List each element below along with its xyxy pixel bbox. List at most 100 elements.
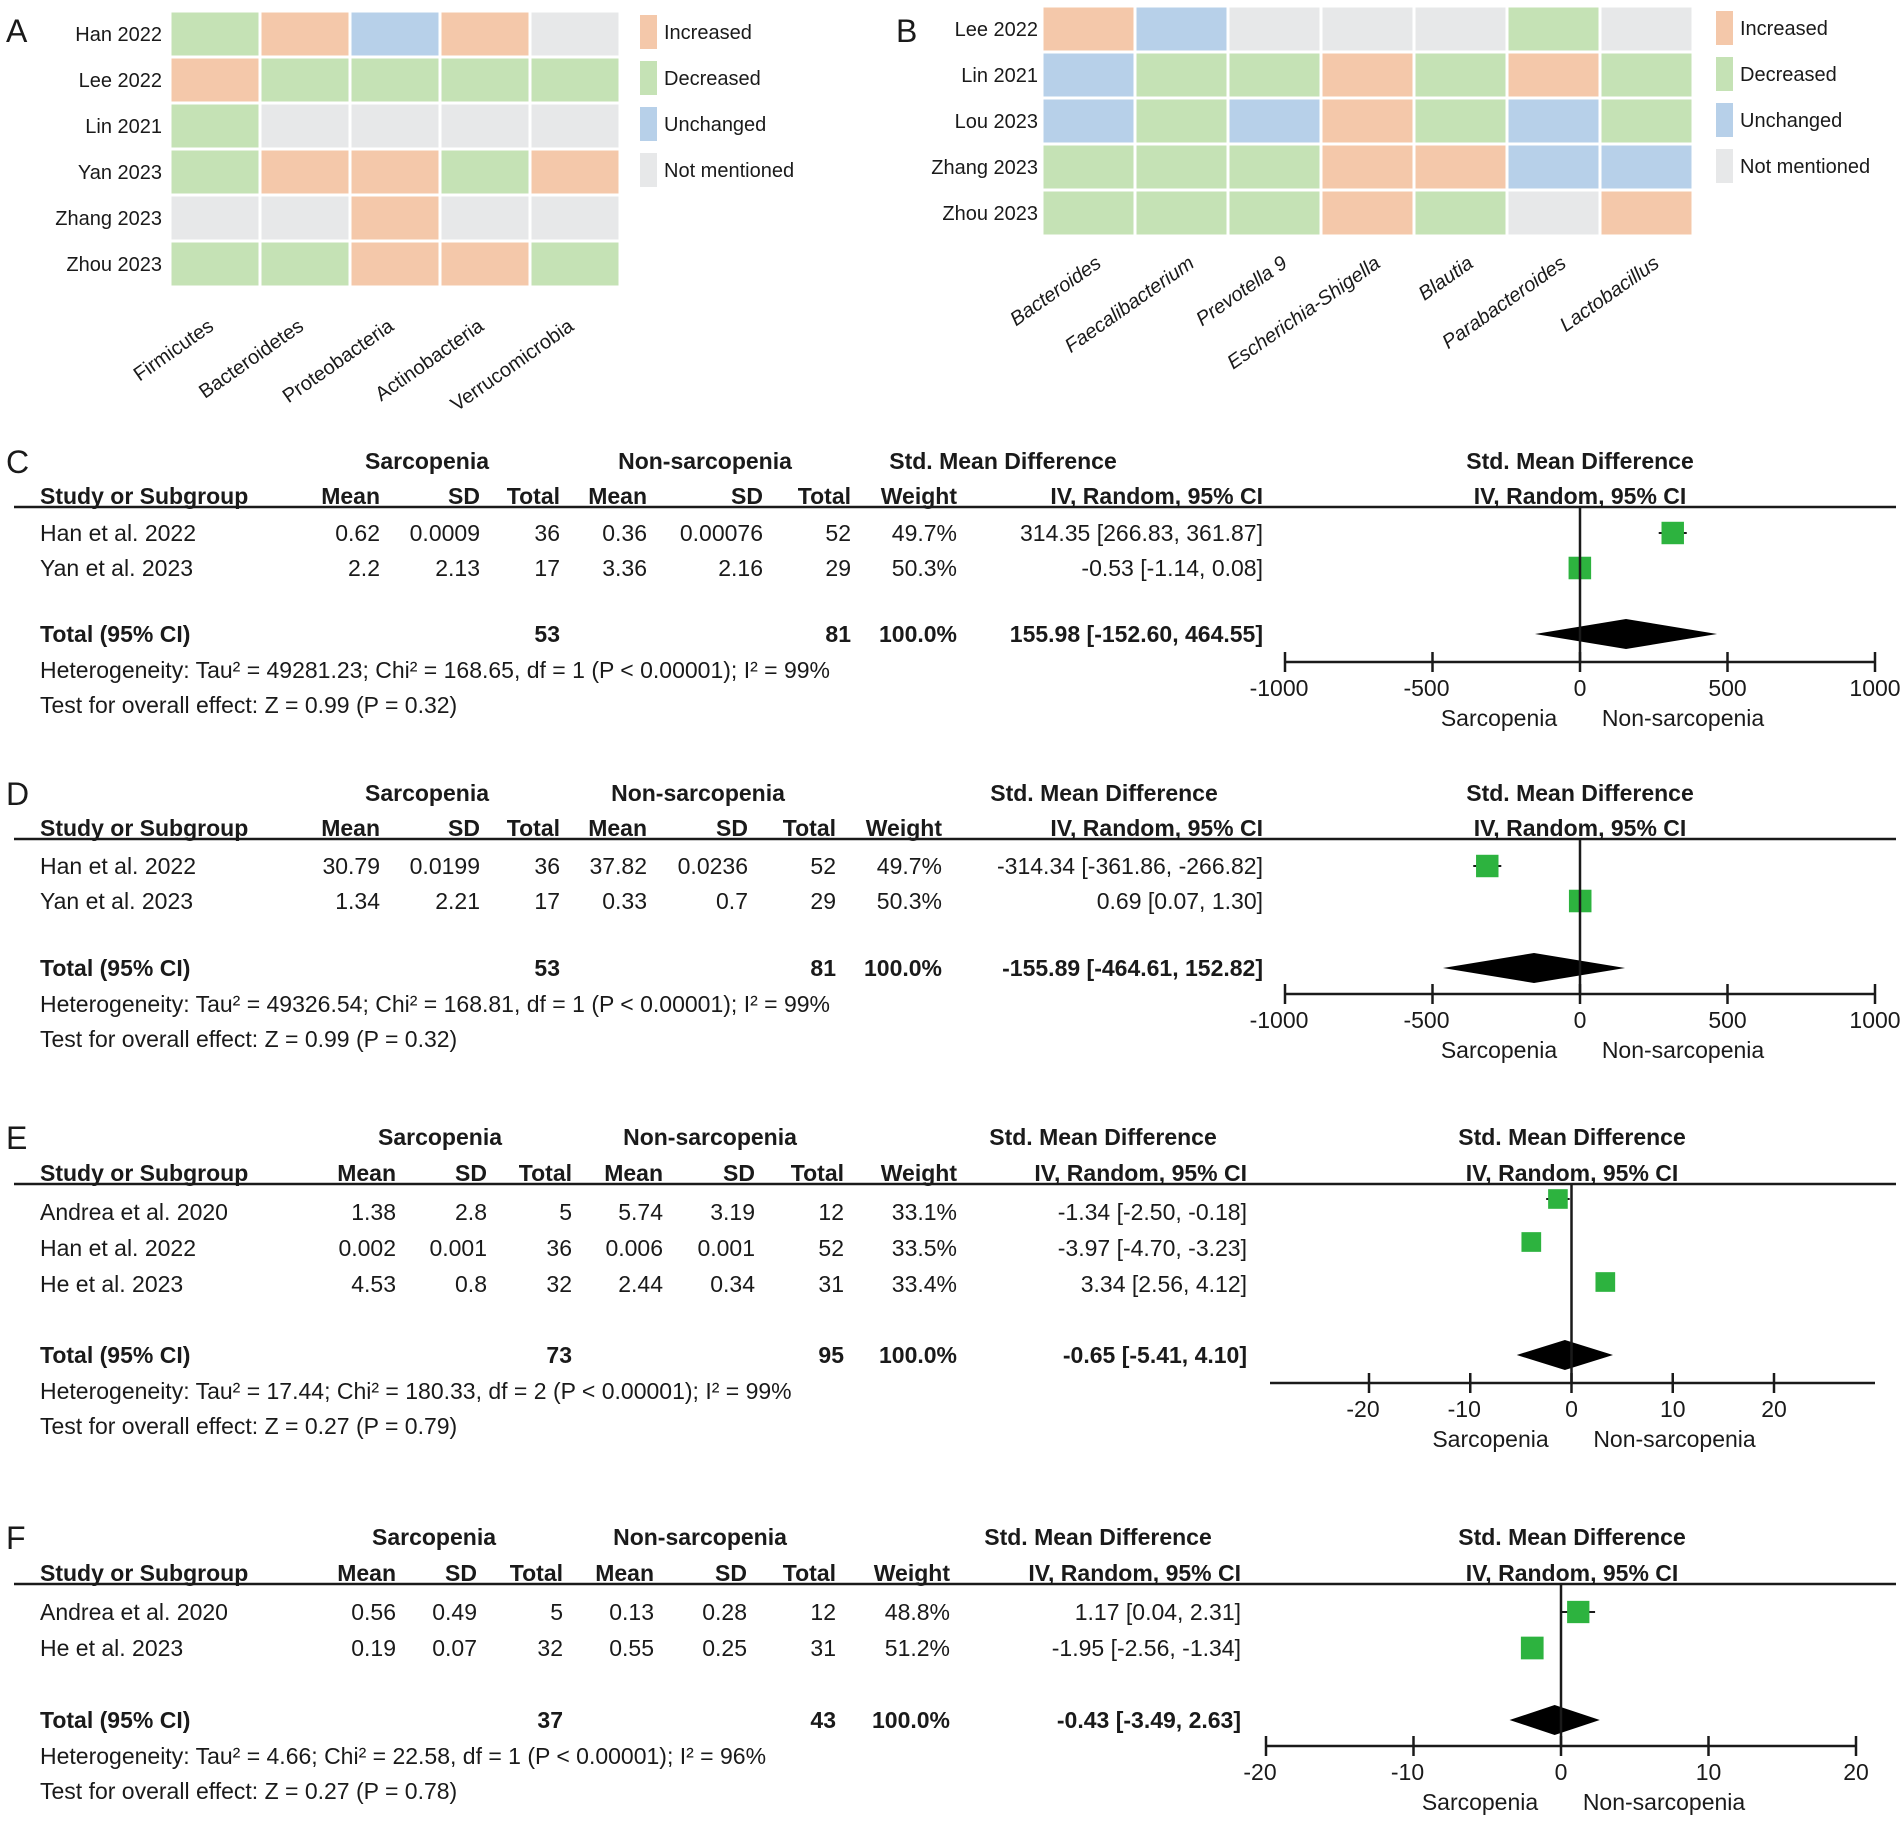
heatmap-cell-decreased — [168, 9, 262, 59]
study-total2: 29 — [825, 555, 851, 581]
total-ci: -0.43 [-3.49, 2.63] — [1057, 1707, 1241, 1733]
header-sd2: SD — [716, 815, 748, 841]
study-ci: -1.95 [-2.56, -1.34] — [1052, 1635, 1241, 1661]
study-mean1: 4.53 — [351, 1271, 396, 1297]
header-effect: Std. Mean Difference — [989, 1124, 1217, 1150]
heatmap-cell-not_mentioned — [1412, 4, 1509, 54]
header-ci-plot: IV, Random, 95% CI — [1474, 815, 1687, 841]
x-tick-label: 0 — [1565, 1396, 1578, 1422]
heatmap-cell-not_mentioned — [438, 101, 532, 151]
heatmap-row-label: Lee 2022 — [79, 70, 162, 92]
study-marker — [1661, 521, 1684, 545]
header-effect-plot: Std. Mean Difference — [1458, 1524, 1686, 1550]
heatmap-cell-not_mentioned — [528, 101, 622, 151]
heatmap-cell-decreased — [528, 239, 622, 289]
study-name: Yan et al. 2023 — [40, 555, 193, 581]
study-mean2: 0.55 — [609, 1635, 654, 1661]
study-mean1: 0.19 — [351, 1635, 396, 1661]
study-total2: 52 — [810, 853, 836, 879]
header-study: Study or Subgroup — [40, 483, 248, 509]
total-diamond — [1534, 619, 1718, 649]
total-n1: 53 — [534, 621, 560, 647]
heatmap-cell-increased — [1040, 4, 1137, 54]
heatmap-cell-not_mentioned — [168, 193, 262, 243]
x-tick-label: 0 — [1574, 675, 1587, 701]
header-mean2: Mean — [595, 1560, 654, 1586]
heatmap-column-label: Firmicutes — [130, 315, 218, 386]
heatmap-cell-unchanged — [348, 9, 442, 59]
heatmap-cell-unchanged — [1040, 50, 1137, 100]
study-marker — [1521, 1232, 1542, 1252]
x-tick-label: 0 — [1574, 1007, 1587, 1033]
heatmap-cell-unchanged — [1226, 96, 1323, 146]
total-weight: 100.0% — [879, 621, 957, 647]
heatmap-cell-decreased — [1412, 50, 1509, 100]
study-sd2: 0.0236 — [678, 853, 748, 879]
heatmap-cell-increased — [528, 147, 622, 197]
header-effect-plot: Std. Mean Difference — [1458, 1124, 1686, 1150]
heatmap-cell-decreased — [1133, 188, 1230, 238]
heatmap-cell-decreased — [1226, 142, 1323, 192]
study-mean1: 0.62 — [335, 520, 380, 546]
heatmap-cell-decreased — [168, 147, 262, 197]
study-weight: 50.3% — [877, 888, 942, 914]
legend-label-decreased: Decreased — [664, 68, 761, 90]
legend-swatch-not_mentioned — [640, 153, 657, 187]
study-sd1: 2.13 — [435, 555, 480, 581]
study-total2: 29 — [810, 888, 836, 914]
study-name: Andrea et al. 2020 — [40, 1599, 228, 1625]
heatmap-cell-not_mentioned — [1319, 4, 1416, 54]
x-tick-label: -500 — [1403, 1007, 1449, 1033]
header-group2: Non-sarcopenia — [613, 1524, 787, 1550]
panel-c-label: C — [6, 444, 29, 480]
heterogeneity-text: Heterogeneity: Tau² = 49326.54; Chi² = 1… — [40, 991, 830, 1017]
x-tick-label: -500 — [1403, 675, 1449, 701]
study-sd1: 2.8 — [455, 1199, 487, 1225]
total-ci: 155.98 [-152.60, 464.55] — [1010, 621, 1263, 647]
heatmap-column-label: Lactobacillus — [1556, 252, 1663, 336]
heatmap-row-label: Lee 2022 — [955, 19, 1038, 41]
study-total2: 52 — [825, 520, 851, 546]
total-n1: 53 — [534, 955, 560, 981]
x-tick-label: -20 — [1346, 1396, 1379, 1422]
total-weight: 100.0% — [872, 1707, 950, 1733]
heatmap-cell-decreased — [438, 147, 532, 197]
total-label: Total (95% CI) — [40, 955, 190, 981]
heatmap-cell-decreased — [1226, 50, 1323, 100]
study-total1: 36 — [534, 853, 560, 879]
header-total1: Total — [519, 1160, 572, 1186]
header-ci: IV, Random, 95% CI — [1050, 815, 1263, 841]
header-group2: Non-sarcopenia — [618, 448, 792, 474]
heatmap-cell-decreased — [1040, 188, 1137, 238]
heatmap-cell-not_mentioned — [348, 101, 442, 151]
heterogeneity-text: Heterogeneity: Tau² = 4.66; Chi² = 22.58… — [40, 1743, 766, 1769]
legend-label-not_mentioned: Not mentioned — [664, 160, 794, 182]
x-tick-label: 20 — [1761, 1396, 1787, 1422]
study-mean2: 37.82 — [589, 853, 647, 879]
study-total2: 31 — [810, 1635, 836, 1661]
study-marker — [1595, 1272, 1616, 1292]
overall-effect-text: Test for overall effect: Z = 0.27 (P = 0… — [40, 1413, 457, 1439]
study-mean2: 0.13 — [609, 1599, 654, 1625]
header-effect-plot: Std. Mean Difference — [1466, 448, 1694, 474]
study-weight: 33.1% — [892, 1199, 957, 1225]
total-n2: 43 — [810, 1707, 836, 1733]
x-tick-label: 500 — [1708, 1007, 1746, 1033]
study-sd2: 2.16 — [718, 555, 763, 581]
favours-right-label: Non-sarcopenia — [1602, 1037, 1765, 1063]
study-mean1: 1.34 — [335, 888, 380, 914]
heatmap-cell-decreased — [258, 239, 352, 289]
total-diamond — [1509, 1705, 1600, 1735]
study-total1: 32 — [546, 1271, 572, 1297]
heatmap-cell-decreased — [438, 55, 532, 105]
heterogeneity-text: Heterogeneity: Tau² = 17.44; Chi² = 180.… — [40, 1378, 792, 1404]
total-weight: 100.0% — [864, 955, 942, 981]
panel-d-label: D — [6, 776, 29, 812]
total-diamond — [1442, 953, 1626, 983]
total-ci: -0.65 [-5.41, 4.10] — [1063, 1342, 1247, 1368]
study-sd2: 0.001 — [697, 1235, 755, 1261]
heatmap-cell-increased — [1319, 188, 1416, 238]
header-sd1: SD — [448, 483, 480, 509]
header-total1: Total — [507, 815, 560, 841]
study-sd2: 0.00076 — [680, 520, 763, 546]
